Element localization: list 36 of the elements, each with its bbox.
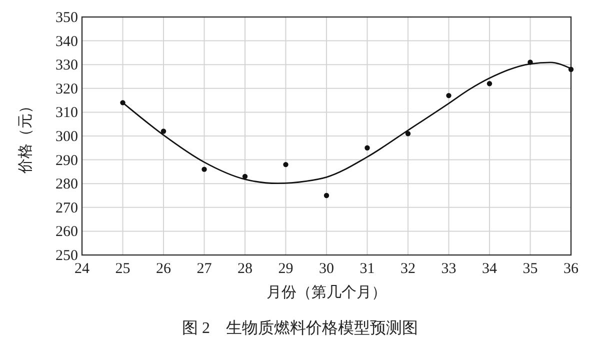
y-tick-label: 280: [56, 176, 78, 193]
y-tick-label: 250: [56, 248, 78, 264]
point: [486, 81, 492, 86]
y-tick-label: 350: [56, 10, 78, 26]
y-tick-label: 270: [56, 200, 78, 216]
x-tick-label: 35: [522, 261, 538, 277]
point: [364, 145, 370, 150]
point: [202, 166, 207, 172]
y-tick-label: 320: [56, 81, 78, 98]
point: [405, 131, 411, 136]
x-axis-title: 月份（第几个月）: [266, 284, 386, 301]
y-tick-label: 330: [56, 58, 78, 74]
y-tick-label: 310: [56, 105, 78, 122]
x-tick-label: 30: [319, 261, 334, 277]
x-tick-label: 33: [441, 261, 456, 277]
y-tick-label: 290: [56, 152, 78, 169]
x-tick-label: 29: [278, 261, 294, 277]
x-tick-label: 28: [238, 261, 252, 277]
point: [160, 128, 166, 134]
x-tick-label: 25: [115, 261, 130, 277]
x-tick-label: 34: [482, 261, 498, 277]
x-tick-label: 24: [74, 261, 90, 277]
x-tick-label: 26: [156, 261, 172, 277]
point: [446, 92, 452, 98]
point: [242, 174, 248, 180]
x-tick-label: 27: [196, 261, 212, 277]
x-tick-label: 32: [400, 261, 416, 277]
y-tick-label: 340: [56, 34, 78, 50]
y-axis-title: 价格（元）: [17, 98, 34, 174]
point: [283, 162, 288, 168]
y-tick-label: 300: [56, 129, 78, 145]
text: 图 2 生物质燃料价格模型预测图: [182, 319, 418, 337]
point: [324, 192, 330, 198]
y-tick-label: 260: [56, 224, 78, 240]
x-tick-label: 36: [564, 261, 579, 277]
x-tick-label: 31: [360, 261, 375, 277]
